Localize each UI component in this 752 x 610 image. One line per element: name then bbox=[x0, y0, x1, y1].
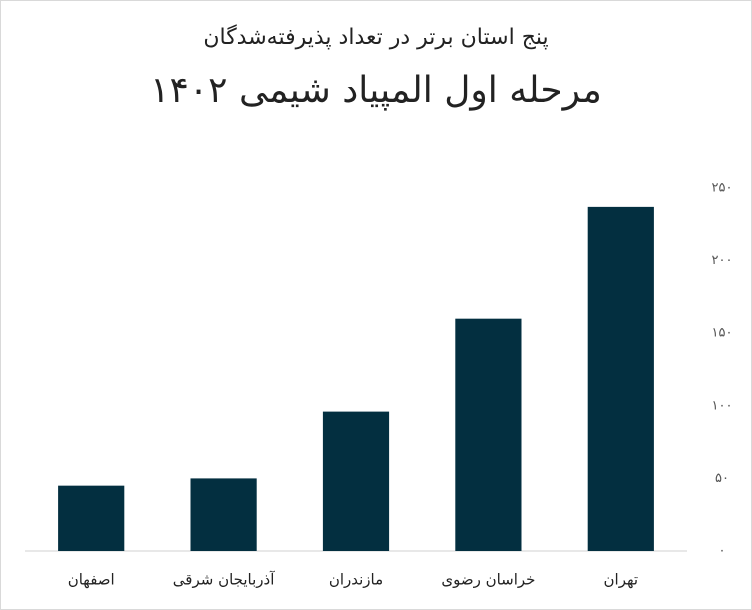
bar bbox=[587, 206, 654, 551]
y-tick-label: ۲۵۰ bbox=[712, 181, 733, 196]
y-tick-label: ۰ bbox=[719, 544, 726, 559]
x-tick-label: آذربایجان شرقی bbox=[173, 571, 275, 589]
y-tick-label: ۱۰۰ bbox=[712, 398, 733, 413]
y-tick-label: ۵۰ bbox=[715, 471, 729, 486]
x-tick-label: مازندران bbox=[329, 571, 383, 589]
bar bbox=[58, 485, 125, 551]
bar bbox=[322, 411, 390, 551]
chart-subtitle: پنج استان برتر در تعداد پذیرفته‌شدگان bbox=[203, 24, 548, 50]
bar bbox=[190, 478, 257, 551]
chart-title: مرحله اول المپیاد شیمی ۱۴۰۲ bbox=[150, 70, 602, 111]
x-tick-label: خراسان رضوی bbox=[441, 571, 535, 589]
x-tick-label: تهران bbox=[604, 571, 639, 589]
y-tick-label: ۱۵۰ bbox=[712, 326, 733, 341]
bar bbox=[455, 318, 522, 551]
x-tick-label: اصفهان bbox=[68, 571, 115, 589]
y-tick-label: ۲۰۰ bbox=[712, 253, 733, 268]
